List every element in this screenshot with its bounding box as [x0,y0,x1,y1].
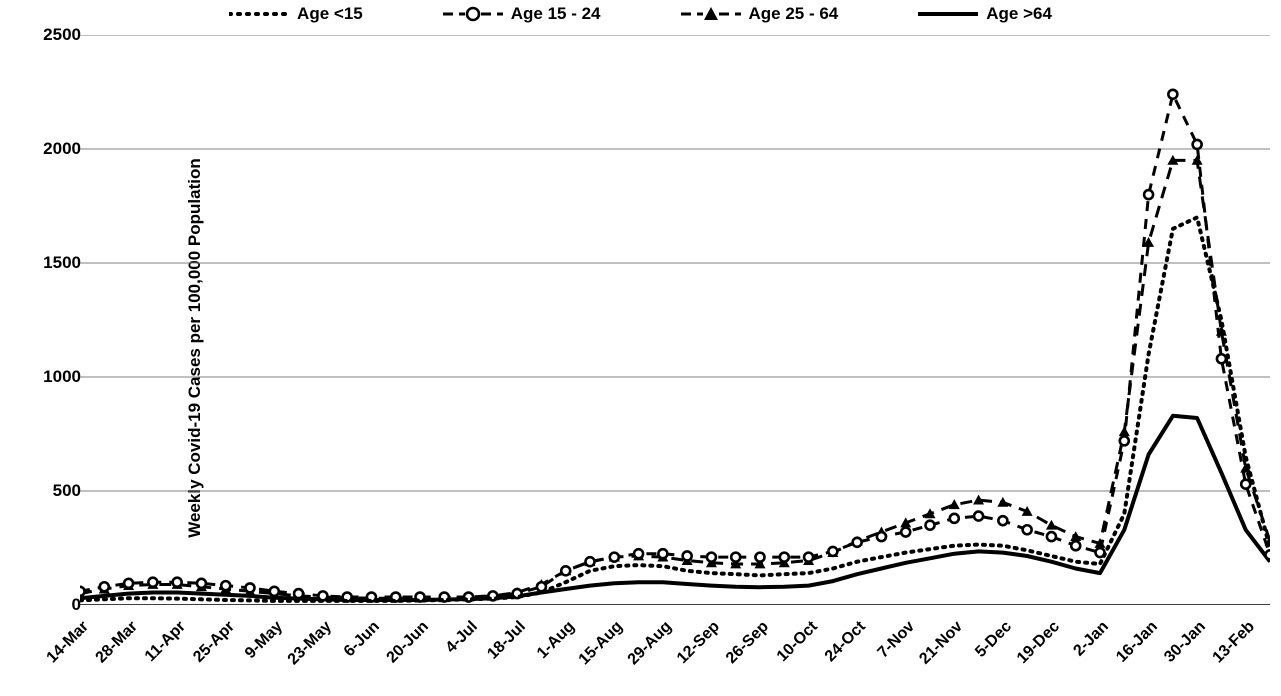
x-axis-ticks: 14-Mar28-Mar11-Apr25-Apr9-May23-May6-Jun… [80,608,1270,688]
legend-swatch-dotted-icon [229,5,289,23]
x-tick-label: 12-Sep [674,618,724,668]
y-tick-label: 500 [53,481,81,501]
legend-item-age-15-24: Age 15 - 24 [443,4,601,24]
x-tick-label: 16-Jan [1113,618,1162,667]
x-tick-label: 9-May [242,618,287,663]
legend-swatch-dash-triangle-icon [681,5,741,23]
x-tick-label: 30-Jan [1161,618,1210,667]
legend-swatch-solid-icon [918,5,978,23]
x-tick-label: 4-Jul [442,618,481,657]
series-age_lt15 [80,217,1270,601]
x-tick-label: 23-May [284,618,335,669]
x-tick-label: 29-Aug [624,618,675,669]
x-tick-label: 18-Jul [484,618,529,663]
legend-item-age-lt15: Age <15 [229,4,363,24]
x-tick-label: 26-Sep [723,618,773,668]
y-tick-label: 2500 [43,25,81,45]
x-tick-label: 1-Aug [534,618,579,663]
chart-container: Age <15 Age 15 - 24 Age 25 - 64 Age >64 [0,0,1281,696]
legend-label: Age <15 [297,4,363,24]
x-tick-label: 19-Dec [1014,618,1064,668]
x-tick-label: 7-Nov [874,618,918,662]
x-tick-label: 28-Mar [92,618,141,667]
x-tick-label: 15-Aug [576,618,627,669]
x-tick-label: 5-Dec [972,618,1016,662]
legend-item-age-gt64: Age >64 [918,4,1052,24]
plot-area [80,35,1270,605]
x-tick-label: 20-Jun [384,618,433,667]
series-age_15_24 [80,90,1270,602]
legend: Age <15 Age 15 - 24 Age 25 - 64 Age >64 [0,4,1281,24]
x-tick-label: 10-Oct [773,618,821,666]
series-age_25_64 [80,155,1270,603]
legend-label: Age 15 - 24 [511,4,601,24]
legend-item-age-25-64: Age 25 - 64 [681,4,839,24]
x-tick-label: 2-Jan [1070,618,1112,660]
x-tick-label: 11-Apr [142,618,190,666]
x-tick-label: 21-Nov [917,618,967,668]
legend-label: Age 25 - 64 [749,4,839,24]
x-tick-label: 25-Apr [190,618,239,667]
legend-label: Age >64 [986,4,1052,24]
x-tick-label: 13-Feb [1209,618,1258,667]
y-tick-label: 2000 [43,139,81,159]
y-tick-label: 1500 [43,253,81,273]
y-tick-label: 1000 [43,367,81,387]
x-tick-label: 24-Oct [822,618,870,666]
series-age_gt64 [80,416,1270,600]
x-tick-label: 14-Mar [44,618,93,667]
x-tick-label: 6-Jun [341,618,384,661]
legend-swatch-dash-circle-icon [443,5,503,23]
